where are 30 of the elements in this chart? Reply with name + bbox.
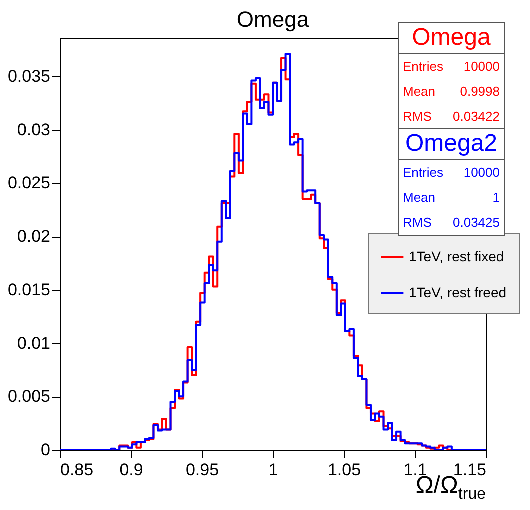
annotation: RMS: [403, 214, 432, 232]
annotation: Omega: [399, 23, 504, 54]
y-tick-label: 0.005: [8, 387, 50, 406]
annotation: Mean: [403, 83, 436, 101]
y-tick-label: 0.035: [8, 66, 50, 86]
annotation: Entries: [403, 58, 444, 76]
x-tick-label: 0.85: [60, 460, 94, 480]
annotation: 0.9998: [460, 83, 500, 101]
annotation: RMS: [403, 108, 432, 126]
annotation: 0.03422: [453, 108, 500, 126]
legend-label: 1TeV, rest fixed: [409, 248, 504, 264]
y-tick-label: 0.025: [8, 174, 50, 193]
chart-title: Omega: [236, 7, 310, 32]
annotation: Mean: [403, 189, 436, 207]
annotation: 10000: [464, 164, 500, 182]
annotation: 0.03425: [453, 214, 500, 232]
x-tick-label: 1.05: [328, 460, 362, 480]
annotation: 10000: [464, 58, 500, 76]
x-tick-label: 1: [268, 460, 278, 480]
annotation: Entries: [403, 164, 444, 182]
y-tick-label: 0: [41, 440, 50, 460]
text: 1: [492, 189, 500, 207]
y-tick-label: 0.015: [8, 280, 50, 300]
x-tick-label: 0.95: [186, 460, 220, 480]
x-tick-label: 0.9: [120, 460, 144, 480]
annotation: Omega2: [399, 129, 504, 160]
y-tick-label: 0.03: [17, 120, 50, 140]
y-tick-label: 0.01: [17, 334, 50, 353]
legend-label: 1TeV, rest freed: [409, 284, 507, 300]
y-tick-label: 0.02: [17, 227, 50, 246]
